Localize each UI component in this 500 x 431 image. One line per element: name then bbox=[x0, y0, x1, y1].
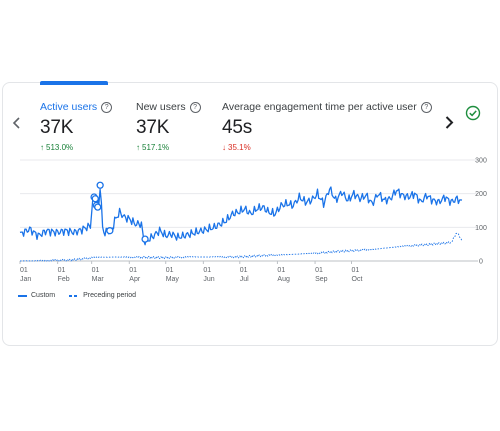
x-tick-month: Aug bbox=[277, 276, 290, 283]
legend-swatch-solid bbox=[18, 294, 27, 297]
legend-item-preceding[interactable]: Preceding period bbox=[69, 292, 136, 299]
x-tick-day: 01 bbox=[203, 267, 211, 274]
anomaly-marker[interactable] bbox=[141, 235, 149, 243]
anomaly-marker[interactable] bbox=[91, 195, 99, 203]
x-tick-day: 01 bbox=[315, 267, 323, 274]
arrow-down-icon: ↓ bbox=[222, 143, 226, 152]
help-icon[interactable]: ? bbox=[420, 101, 432, 113]
y-tick-label: 200 bbox=[475, 191, 487, 198]
anomaly-marker[interactable] bbox=[94, 203, 102, 211]
anomaly-marker[interactable] bbox=[96, 181, 104, 189]
metric-change-active-users: ↑ 513.0% bbox=[40, 143, 74, 152]
x-tick-month: Apr bbox=[129, 276, 141, 283]
x-tick-day: 01 bbox=[20, 267, 28, 274]
help-icon[interactable]: ? bbox=[189, 101, 201, 113]
x-tick-month: Jul bbox=[240, 276, 249, 283]
metric-tab-engagement-time[interactable]: Average engagement time per active user … bbox=[222, 101, 432, 152]
metric-change-new-users: ↑ 517.1% bbox=[136, 143, 170, 152]
x-tick-month: Oct bbox=[352, 276, 363, 283]
y-tick-label: 0 bbox=[479, 259, 483, 266]
x-tick-day: 01 bbox=[129, 267, 137, 274]
arrow-up-icon: ↑ bbox=[40, 143, 44, 152]
legend-item-custom[interactable]: Custom bbox=[18, 292, 55, 299]
arrow-up-icon: ↑ bbox=[136, 143, 140, 152]
next-metrics-button[interactable] bbox=[439, 111, 459, 133]
chart-markers bbox=[90, 181, 149, 243]
x-tick-day: 01 bbox=[352, 267, 360, 274]
metric-value-active-users: 37K bbox=[40, 117, 74, 138]
x-tick-month: Feb bbox=[58, 276, 70, 283]
x-tick-month: May bbox=[166, 276, 180, 283]
legend-swatch-dashed bbox=[69, 294, 80, 297]
check-circle-icon bbox=[465, 105, 481, 121]
metric-tab-new-users[interactable]: New users ? 37K ↑ 517.1% bbox=[136, 101, 201, 152]
series-line-custom bbox=[19, 186, 463, 246]
chevron-right-icon bbox=[445, 115, 453, 129]
metric-tab-active-users[interactable]: Active users ? 37K ↑ 513.0% bbox=[40, 101, 113, 152]
line-chart: 300 200 100 0 01 Jan 01 Feb 01 Mar 01 Apr 01 May 01 Ju… bbox=[19, 158, 487, 283]
x-tick-day: 01 bbox=[277, 267, 285, 274]
metric-value-engagement-time: 45s bbox=[222, 117, 253, 138]
legend-label-preceding: Preceding period bbox=[83, 292, 137, 299]
x-tick-month: Jun bbox=[203, 276, 214, 283]
x-tick-month: Jan bbox=[20, 276, 31, 283]
metric-change-engagement-time: ↓ 35.1% bbox=[222, 143, 251, 152]
y-tick-label: 300 bbox=[475, 158, 487, 165]
metrics-card: Active users ? 37K ↑ 513.0% New users ? … bbox=[2, 81, 498, 346]
legend-label-custom: Custom bbox=[31, 292, 56, 299]
metric-value-new-users: 37K bbox=[136, 117, 170, 138]
x-axis-ticks: 01 Jan 01 Feb 01 Mar 01 Apr 01 May 01 Jun 01 Jul 01 Aug… bbox=[19, 261, 363, 283]
x-tick-day: 01 bbox=[58, 267, 66, 274]
help-icon[interactable]: ? bbox=[101, 101, 113, 113]
metric-label-engagement-time: Average engagement time per active user bbox=[222, 101, 417, 113]
active-tab-indicator bbox=[40, 81, 108, 85]
y-axis-ticks: 300 200 100 0 bbox=[475, 158, 487, 266]
x-tick-day: 01 bbox=[92, 267, 100, 274]
x-tick-day: 01 bbox=[166, 267, 174, 274]
metric-label-new-users: New users bbox=[136, 101, 186, 113]
chart-gridlines bbox=[20, 159, 478, 262]
y-tick-label: 100 bbox=[475, 225, 487, 232]
metric-label-active-users: Active users bbox=[40, 101, 98, 113]
chart-series bbox=[19, 186, 463, 262]
x-tick-month: Sep bbox=[315, 276, 328, 283]
x-tick-day: 01 bbox=[240, 267, 248, 274]
chevron-left-icon bbox=[12, 117, 20, 129]
previous-metrics-button[interactable] bbox=[9, 113, 23, 133]
series-line-preceding bbox=[19, 232, 463, 262]
x-tick-month: Mar bbox=[92, 276, 105, 283]
chart-legend: Custom Preceding period bbox=[18, 292, 136, 299]
anomaly-marker[interactable] bbox=[106, 227, 114, 235]
